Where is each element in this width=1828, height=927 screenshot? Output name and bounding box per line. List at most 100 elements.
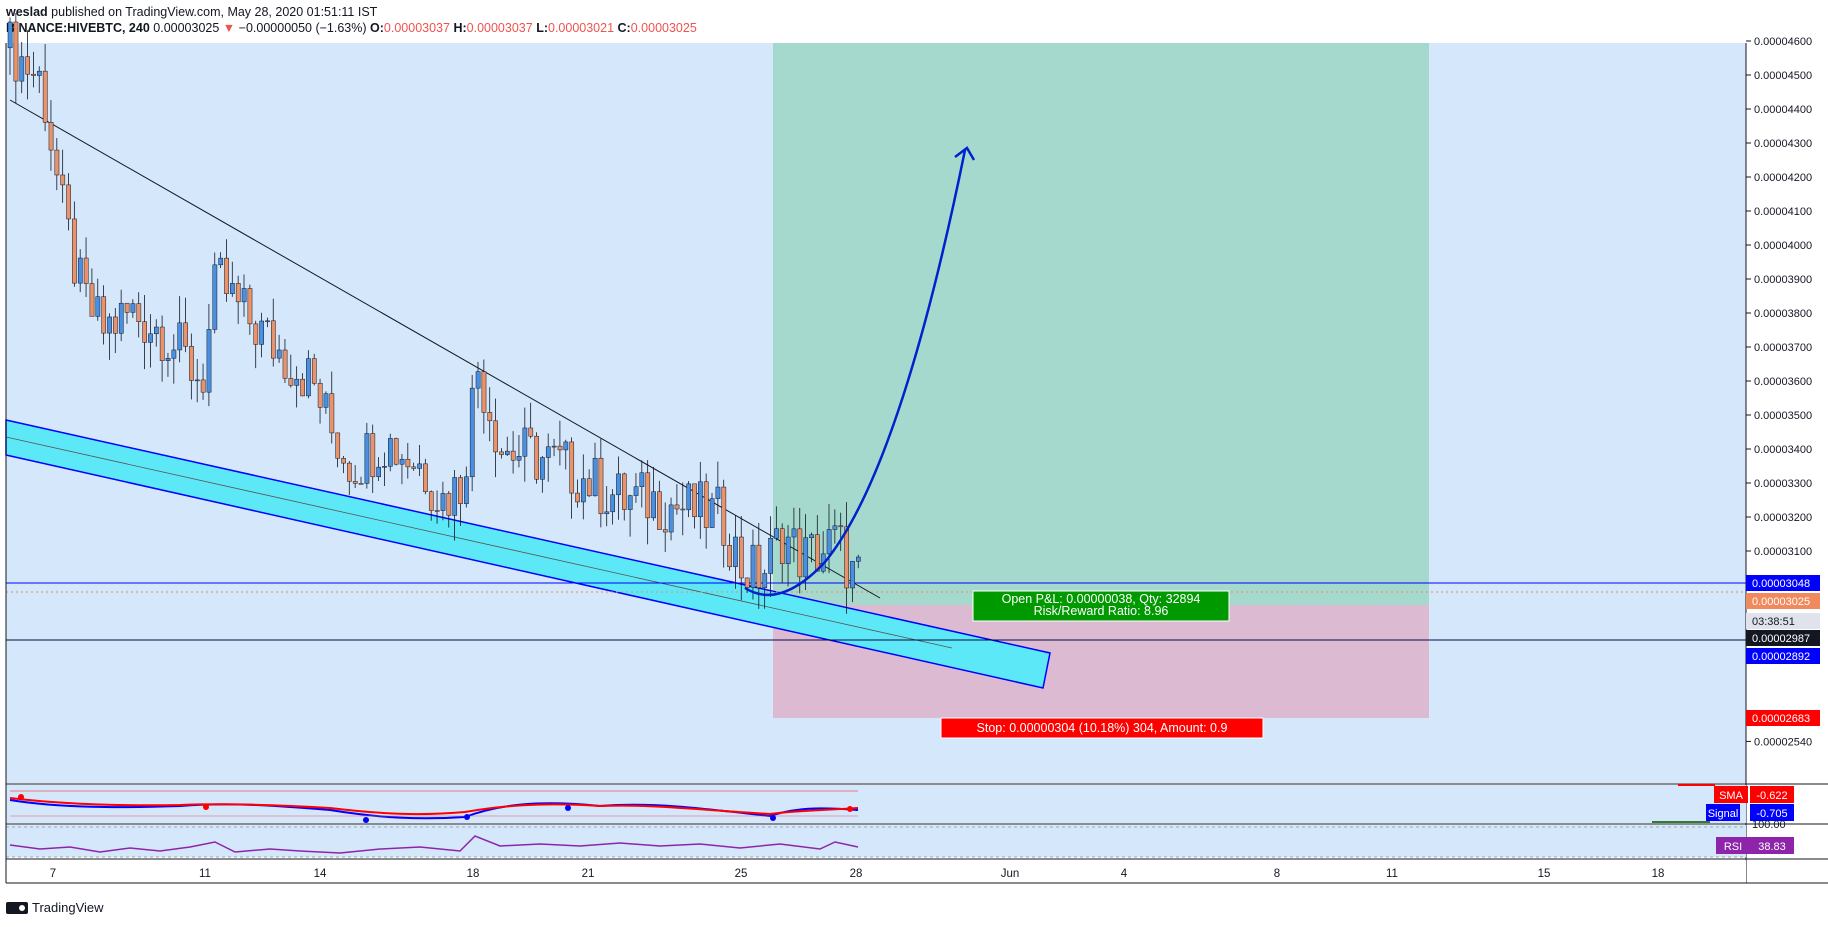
candle-body [774, 528, 779, 539]
candle-body [633, 486, 639, 496]
price-marker-badge [1746, 593, 1820, 609]
pnl-label: Open P&L: 0.00000038, Qty: 32894 [1002, 592, 1201, 606]
candle-body [645, 472, 651, 519]
candle-body [259, 320, 264, 345]
macd-dot [770, 815, 776, 821]
indicator-name: RSI [1724, 841, 1742, 853]
candle-body [692, 483, 697, 518]
candle-body [194, 379, 200, 382]
candle-body [581, 478, 586, 503]
candle-body [311, 358, 317, 384]
candle-body [446, 493, 452, 516]
candle-body [428, 491, 434, 511]
candle-body [189, 346, 194, 381]
publish-info: published on TradingView.com, May 28, 20… [51, 5, 378, 19]
price-tick-label: 0.00004000 [1754, 240, 1812, 252]
candle-body [142, 321, 148, 343]
candle-body [393, 438, 399, 465]
candle-body [294, 378, 300, 386]
candle-body [750, 544, 756, 588]
projection-curve[interactable] [744, 149, 967, 597]
candle-body [230, 283, 235, 294]
candle-body [200, 379, 206, 393]
open-value: 0.00003037 [383, 21, 450, 35]
candle-body [25, 56, 30, 75]
candle-body [212, 264, 218, 330]
candle-body [101, 296, 107, 334]
candle-body [31, 73, 36, 76]
candle-body [487, 412, 493, 422]
indicator-name-badge [1716, 837, 1750, 854]
pnl-box[interactable] [972, 590, 1230, 622]
candle-body [598, 457, 604, 515]
time-tick-label: 8 [1274, 868, 1280, 880]
time-tick-label: 18 [1652, 868, 1665, 880]
last-price: 0.00003025 [153, 21, 220, 35]
candle-body [528, 427, 534, 437]
candle-body [235, 283, 241, 303]
candle-body [13, 21, 19, 82]
candle-body [797, 528, 803, 578]
indicator-value: 38.83 [1758, 841, 1786, 853]
macd-dot [363, 817, 369, 823]
time-tick-label: 7 [50, 868, 56, 880]
candle-body [832, 525, 838, 530]
price-tick-label: 0.00003500 [1754, 410, 1812, 422]
channel-midline [5, 436, 953, 649]
candle-body [113, 316, 118, 334]
rsi-pane[interactable] [6, 825, 1746, 857]
candle-body [838, 525, 844, 528]
candle-body [154, 326, 159, 335]
symbol[interactable]: BINANCE:HIVEBTC, 240 [6, 21, 150, 35]
candle-body [744, 577, 750, 588]
candle-body [124, 302, 130, 313]
candle-body [464, 476, 469, 504]
time-tick-label: 4 [1121, 868, 1128, 880]
candle-body [352, 481, 358, 484]
stop-label: Stop: 0.00000304 (10.18%) 304, Amount: 0… [977, 721, 1228, 735]
price-markers: 0.00003048 0.00003025 03:38:51 0.00002987 0.… [1746, 575, 1820, 726]
time-axis[interactable] [6, 860, 1746, 884]
price-tick-label: 0.00004100 [1754, 206, 1812, 218]
time-tick-label: 14 [314, 868, 327, 880]
candle-body [341, 458, 346, 464]
price-tick-label: 0.00004400 [1754, 104, 1812, 116]
price-tick-label: 0.00003900 [1754, 274, 1812, 286]
candle-body [809, 534, 814, 538]
candle-body [575, 492, 580, 503]
price-marker-label: 0.00002987 [1752, 633, 1810, 645]
candle-body [563, 441, 569, 451]
indicator-value-badge [1750, 837, 1794, 854]
candle-body [276, 349, 282, 359]
low-label: L: [536, 21, 548, 35]
price-tick-label: 0.00003200 [1754, 512, 1812, 524]
candle-body [727, 545, 732, 568]
candle-body [522, 427, 528, 457]
candle-body [639, 472, 645, 487]
price-marker-badge [1746, 648, 1820, 664]
candle-body [423, 463, 428, 492]
stop-box[interactable] [940, 717, 1264, 739]
high-value: 0.00003037 [466, 21, 533, 35]
macd-dot [203, 804, 209, 810]
candle-body [703, 481, 709, 528]
tradingview-logo-icon [6, 901, 28, 914]
candle-body [510, 450, 516, 461]
candle-body [499, 451, 504, 455]
price-marker-label: 03:38:51 [1752, 616, 1795, 628]
target-zone[interactable] [773, 43, 1429, 605]
price-tick-label: 0.00003700 [1754, 342, 1812, 354]
candle-body [335, 432, 341, 459]
price-tick-label: 0.00004300 [1754, 138, 1812, 150]
candle-body [680, 508, 686, 511]
candle-body [698, 481, 703, 518]
candle-body [610, 494, 615, 513]
price-tick-label: 0.00003400 [1754, 444, 1812, 456]
candle-body [95, 296, 101, 317]
candle-body [107, 316, 112, 334]
candle-body [54, 149, 60, 176]
author[interactable]: weslad [6, 5, 48, 19]
candle-body [83, 257, 89, 284]
brand-name[interactable]: TradingView [32, 900, 104, 915]
